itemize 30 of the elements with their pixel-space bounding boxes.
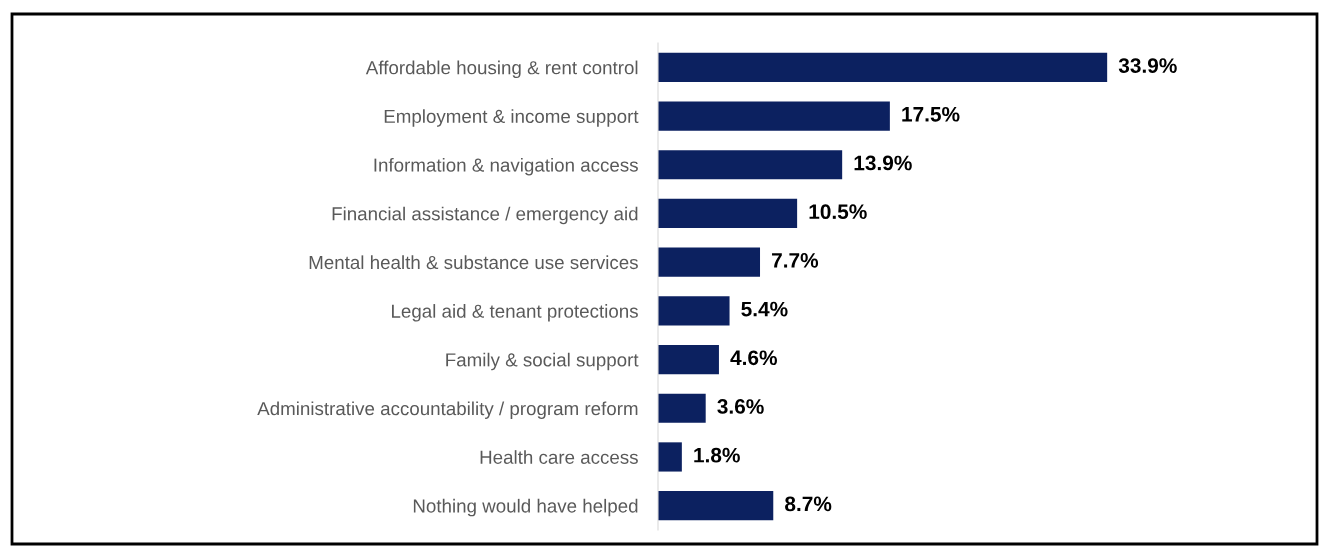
- bar: [658, 198, 798, 229]
- bar: [658, 393, 706, 423]
- y-tick-label: Family & social support: [446, 352, 639, 371]
- data-label: 7.7%: [772, 253, 819, 268]
- y-tick-label: Affordable housing & rent control: [365, 60, 638, 79]
- y-tick-label: Employment & income support: [384, 109, 639, 127]
- data-label: 8.7%: [785, 496, 832, 512]
- y-tick-label: Health care access: [480, 450, 638, 464]
- data-label: 3.6%: [717, 399, 764, 414]
- y-tick-label: Legal aid & tenant protections: [392, 304, 638, 322]
- data-label: 1.8%: [694, 447, 740, 463]
- y-tick-label: Information & navigation access: [374, 157, 638, 176]
- data-label: 10.5%: [809, 204, 867, 220]
- bar: [658, 296, 730, 326]
- data-label: 4.6%: [730, 350, 777, 366]
- data-label: 17.5%: [902, 106, 960, 122]
- bar: [658, 442, 682, 472]
- data-label: 13.9%: [854, 155, 912, 171]
- bar: [658, 491, 774, 521]
- y-tick-label: Mental health & substance use services: [309, 255, 638, 270]
- y-tick-label: Financial assistance / emergency aid: [332, 206, 638, 225]
- y-tick-label: Administrative accountability / program reform: [257, 401, 638, 419]
- bar: [658, 52, 1108, 82]
- bar: [658, 150, 843, 180]
- y-tick-label: Nothing would have helped: [413, 498, 638, 517]
- bar: [658, 101, 890, 131]
- data-label: 5.4%: [741, 301, 788, 317]
- data-label: 33.9%: [1118, 58, 1177, 73]
- bar: [658, 344, 719, 375]
- bar: [658, 247, 761, 277]
